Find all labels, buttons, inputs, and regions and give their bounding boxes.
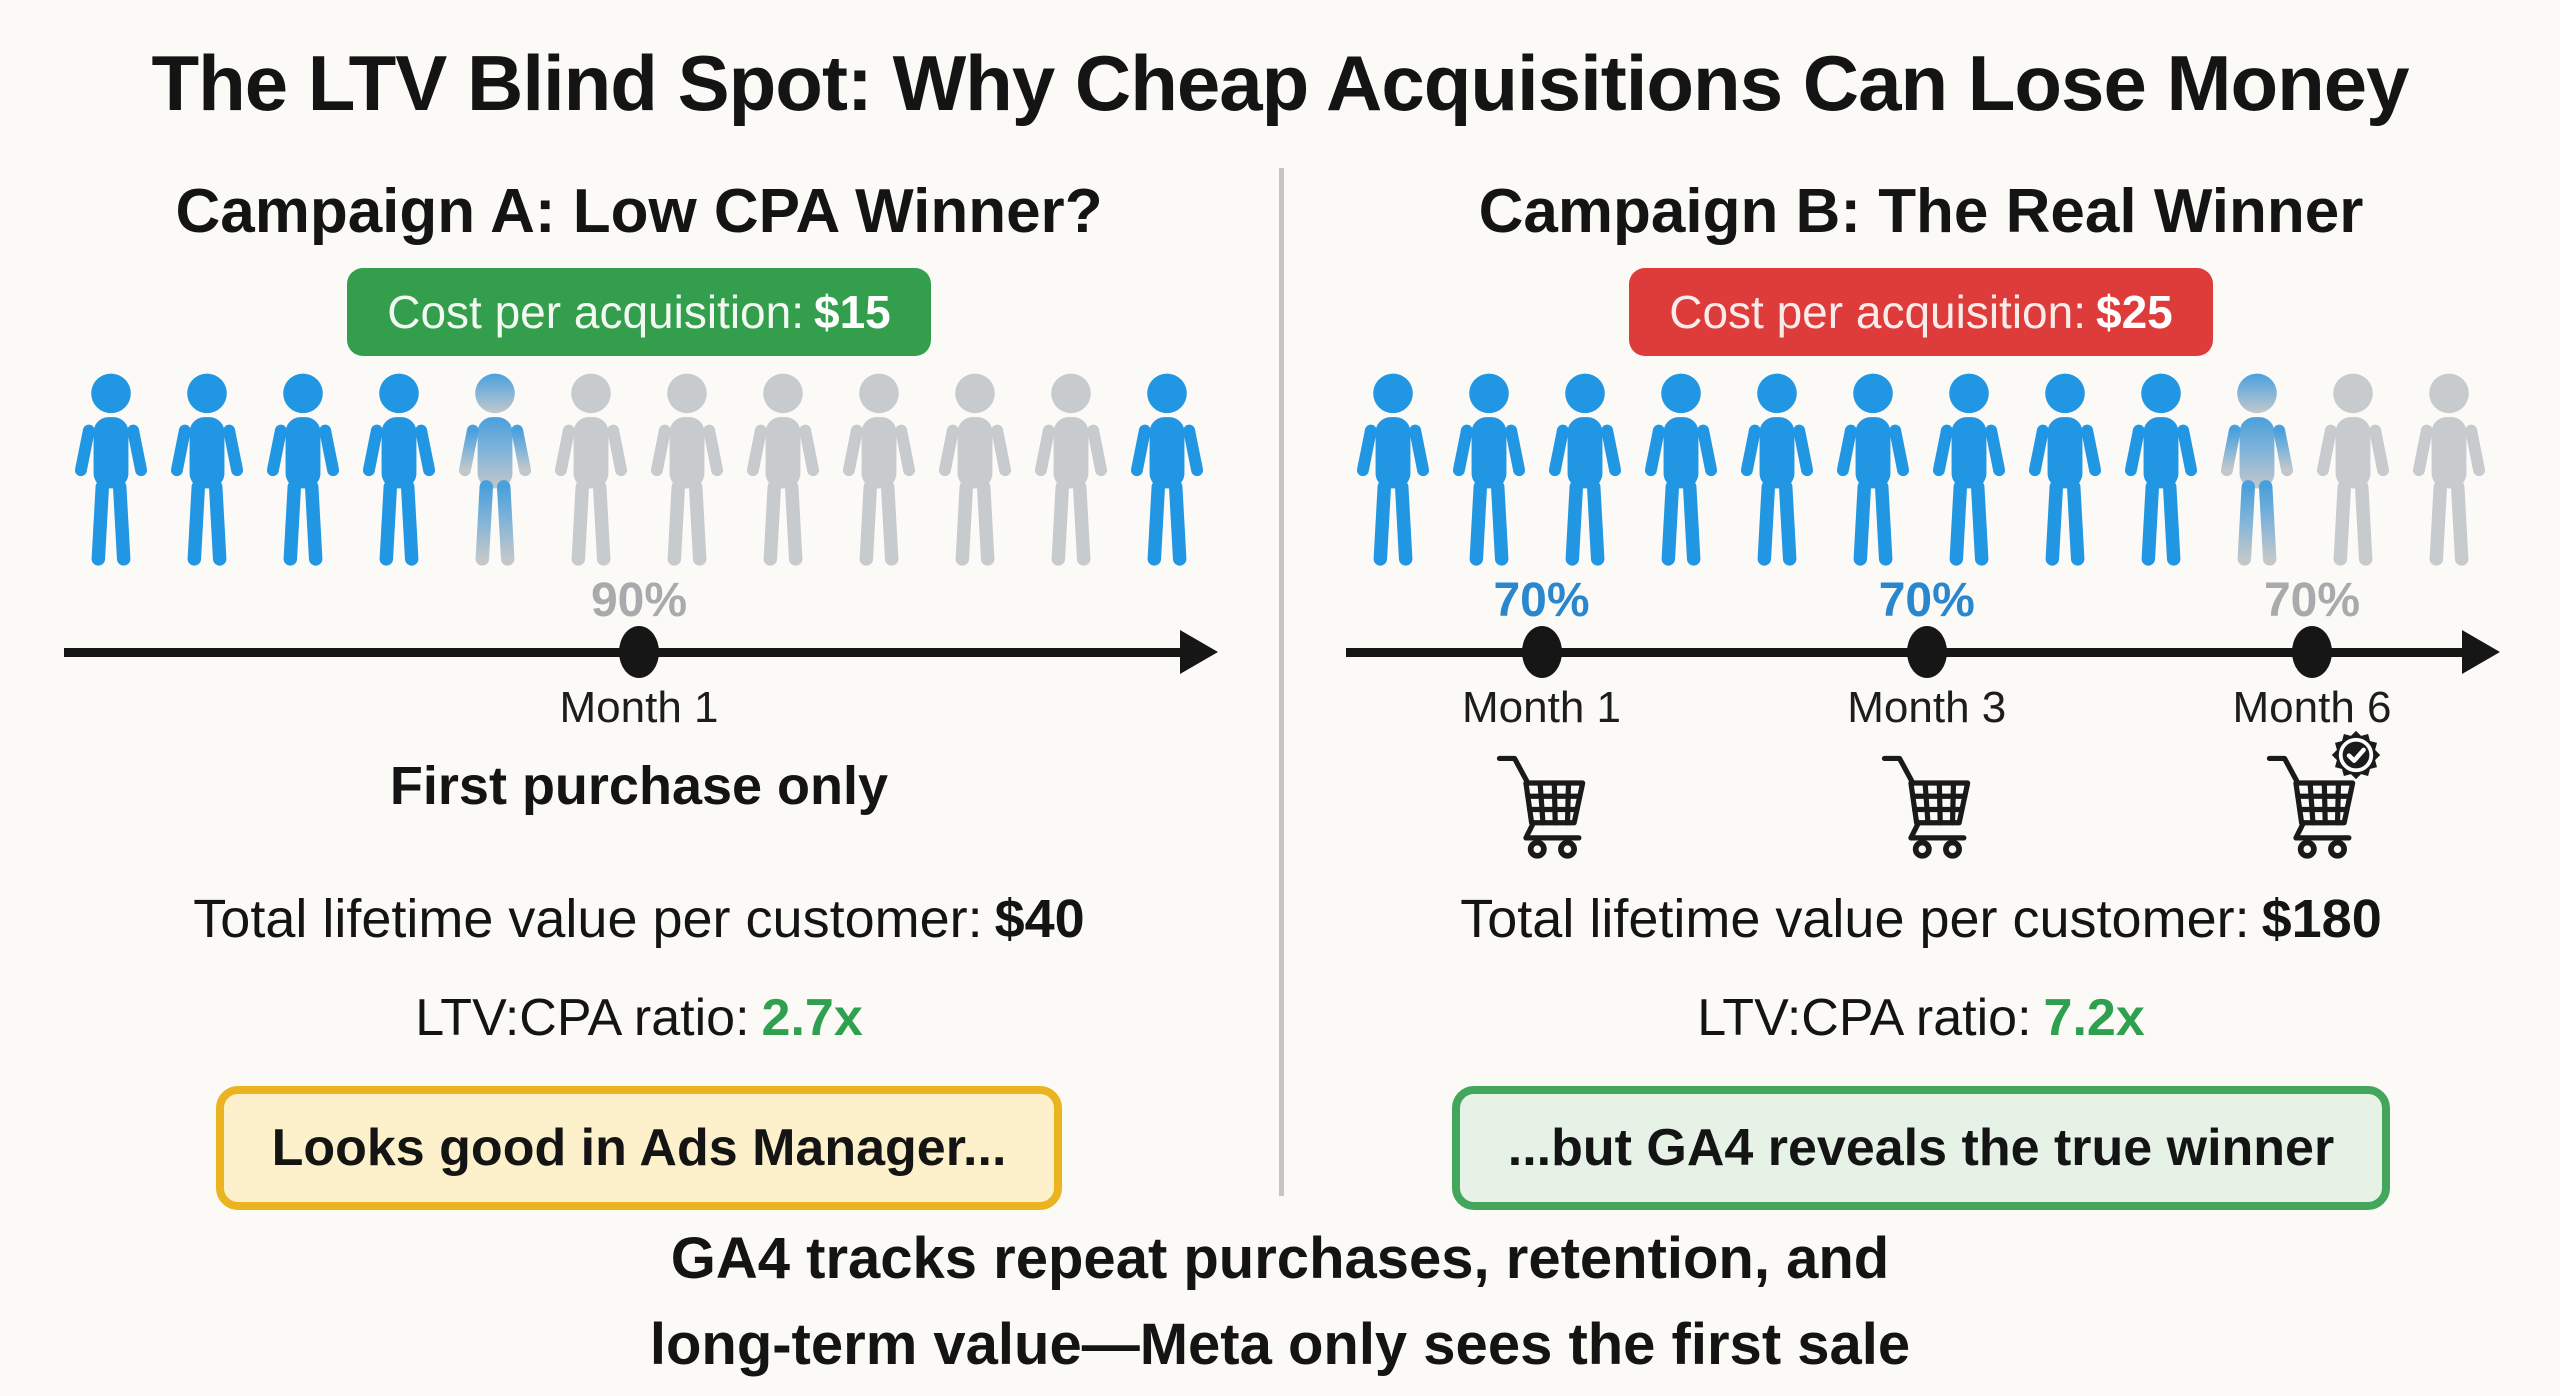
cpa-label: Cost per acquisition: (387, 286, 804, 338)
ratio-value: 2.7x (761, 989, 863, 1047)
campaign-a-callout: Looks good in Ads Manager... (215, 1086, 1063, 1210)
person-icon (71, 372, 151, 570)
retention-percent: 70% (1493, 574, 1590, 627)
person-icon (2313, 372, 2393, 570)
person-icon (935, 372, 1015, 570)
shopping-cart-icon (1875, 743, 1979, 859)
campaign-a-ltv: Total lifetime value per customer: $40 (0, 888, 1278, 950)
campaign-b-customer-icons (1282, 372, 2560, 570)
timeline-dot (619, 626, 659, 678)
ltv-value: $40 (994, 889, 1085, 949)
month-label: Month 3 (1847, 683, 2007, 732)
person-icon (2025, 372, 2105, 570)
ratio-label: LTV:CPA ratio: (1697, 989, 2032, 1047)
person-icon (551, 372, 631, 570)
person-icon (1353, 372, 1433, 570)
campaign-a-cpa-badge: Cost per acquisition: $15 (347, 268, 931, 356)
month-label: Month 1 (559, 683, 719, 732)
month-label: Month 6 (2232, 683, 2392, 732)
campaign-a-panel: Campaign A: Low CPA Winner? Cost per acq… (0, 170, 1278, 1210)
campaign-b-panel: Campaign B: The Real Winner Cost per acq… (1282, 170, 2560, 1210)
person-icon (167, 372, 247, 570)
cpa-label: Cost per acquisition: (1669, 286, 2086, 338)
person-icon (1641, 372, 1721, 570)
campaign-b-title: Campaign B: The Real Winner (1478, 177, 2364, 246)
column-divider (1279, 168, 1284, 1196)
timeline-arrow-icon (1180, 630, 1218, 674)
month-label: Month 1 (1462, 683, 1621, 732)
timeline-dot (1906, 626, 1947, 678)
cpa-value: $25 (2096, 286, 2173, 338)
campaign-b-cpa-badge: Cost per acquisition: $25 (1629, 268, 2213, 356)
campaign-a-note: First purchase only (389, 756, 889, 816)
campaign-b-ltv: Total lifetime value per customer: $180 (1282, 888, 2560, 950)
campaign-a-customer-icons (0, 372, 1278, 570)
campaign-a-timeline: 90% Month 1 (64, 574, 1218, 875)
ratio-label: LTV:CPA ratio: (415, 989, 750, 1047)
person-icon (455, 372, 535, 570)
retention-percent: 70% (2263, 574, 2361, 627)
footer-line-1: GA4 tracks repeat purchases, retention, … (670, 1226, 1890, 1291)
campaign-b-ratio: LTV:CPA ratio: 7.2x (1282, 988, 2560, 1048)
person-icon (2121, 372, 2201, 570)
person-icon (359, 372, 439, 570)
person-icon (1545, 372, 1625, 570)
retention-percent: 70% (1878, 574, 1975, 627)
shopping-cart-icon (1490, 743, 1594, 859)
timeline-dot (2292, 626, 2332, 678)
footer-line-2: long-term value—Meta only sees the first… (649, 1312, 1911, 1377)
person-icon (2409, 372, 2489, 570)
ratio-value: 7.2x (2043, 989, 2145, 1047)
ltv-label: Total lifetime value per customer: (1460, 889, 2250, 949)
ltv-value: $180 (2261, 889, 2382, 949)
ltv-label: Total lifetime value per customer: (193, 889, 983, 949)
person-icon (1833, 372, 1913, 570)
timeline-dot (1521, 626, 1562, 678)
page-title: The LTV Blind Spot: Why Cheap Acquisitio… (151, 39, 2409, 127)
person-icon (1929, 372, 2009, 570)
person-icon (1449, 372, 1529, 570)
timeline-arrow-icon (2462, 630, 2500, 674)
person-icon (1031, 372, 1111, 570)
person-icon (647, 372, 727, 570)
campaign-b-timeline: 70% Month 1 70% Month 3 70% Month 6 (1346, 574, 2500, 875)
campaign-a-ratio: LTV:CPA ratio: 2.7x (0, 988, 1278, 1048)
verified-badge-icon (2328, 727, 2384, 783)
retention-percent: 90% (590, 574, 688, 627)
person-icon (839, 372, 919, 570)
person-icon (1127, 372, 1207, 570)
person-icon (2217, 372, 2297, 570)
campaign-a-title: Campaign A: Low CPA Winner? (175, 177, 1103, 246)
cpa-value: $15 (814, 286, 891, 338)
shopping-cart-icon (2260, 730, 2381, 859)
person-icon (1737, 372, 1817, 570)
campaign-b-callout: ...but GA4 reveals the true winner (1451, 1086, 2391, 1210)
person-icon (743, 372, 823, 570)
footer-caption: GA4 tracks repeat purchases, retention, … (0, 1216, 2560, 1388)
person-icon (263, 372, 343, 570)
